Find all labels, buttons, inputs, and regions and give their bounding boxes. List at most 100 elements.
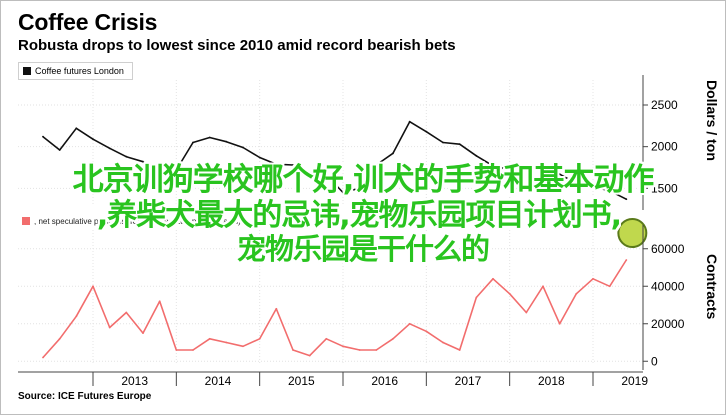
overlay-text-line1: 北京训狗学校哪个好,训犬的手势和基本动作 <box>72 162 655 198</box>
xtick-label: 2017 <box>455 374 482 388</box>
point-positions <box>325 337 328 340</box>
ytick-label-price: 1500 <box>651 181 678 195</box>
ytick-label-positions: 20000 <box>651 317 685 331</box>
point-price <box>58 149 61 151</box>
legend-bottom: , net speculative positions, ICE Futures… <box>18 213 247 229</box>
point-price <box>125 155 128 158</box>
ytick-label-price: 2500 <box>651 98 678 112</box>
point-price <box>342 191 344 194</box>
xtick-label: 2016 <box>371 374 398 388</box>
point-price <box>592 185 594 188</box>
ytick-label-positions: 0 <box>651 354 658 368</box>
point-positions <box>475 296 478 299</box>
point-price <box>225 140 228 143</box>
point-price <box>325 174 328 176</box>
legend-swatch-positions <box>22 217 30 225</box>
point-positions <box>142 332 144 335</box>
point-price <box>625 198 628 201</box>
point-price <box>408 120 411 123</box>
point-price <box>242 146 244 149</box>
point-price <box>208 136 211 139</box>
point-price <box>142 160 144 163</box>
point-price <box>192 141 194 144</box>
point-price <box>258 156 261 159</box>
point-positions <box>225 341 228 344</box>
point-positions <box>175 349 178 351</box>
point-price <box>75 127 78 130</box>
xtick-label: 2018 <box>538 374 565 388</box>
legend-swatch-price <box>23 67 31 75</box>
point-positions <box>258 337 261 340</box>
point-positions <box>75 315 78 318</box>
point-price <box>108 147 111 150</box>
point-price <box>425 130 428 133</box>
point-positions <box>408 322 411 325</box>
point-positions <box>342 345 344 348</box>
point-positions <box>492 277 494 280</box>
point-price <box>358 187 361 190</box>
point-price <box>575 182 578 185</box>
point-positions <box>425 330 428 333</box>
point-positions <box>242 345 244 348</box>
point-positions <box>42 356 44 359</box>
point-positions <box>58 337 61 340</box>
point-positions <box>292 349 294 351</box>
point-price <box>508 169 511 171</box>
overlay-text-line2: ,养柴犬最大的忌讳,宠物乐园项目计划书, <box>96 198 622 233</box>
legend-label-price: Coffee futures London <box>35 66 124 76</box>
point-price <box>608 189 611 192</box>
point-price <box>475 154 478 157</box>
point-positions <box>592 277 594 280</box>
point-price <box>308 177 311 180</box>
axis-title-bottom: Contracts <box>704 254 720 320</box>
xtick-label: 2014 <box>205 374 232 388</box>
point-positions <box>392 337 394 340</box>
point-price <box>275 163 278 166</box>
point-positions <box>92 285 94 288</box>
point-positions <box>442 341 444 344</box>
point-positions <box>525 311 528 314</box>
point-positions <box>508 292 511 295</box>
point-price <box>525 164 528 166</box>
xtick-label: 2013 <box>121 374 148 388</box>
point-price <box>392 152 394 155</box>
point-positions <box>375 349 378 351</box>
point-positions <box>192 349 194 351</box>
point-price <box>292 164 294 166</box>
point-positions <box>458 349 461 351</box>
point-positions <box>625 259 628 261</box>
point-price <box>558 173 561 176</box>
point-positions <box>575 292 578 295</box>
point-positions <box>308 354 311 357</box>
chart-subtitle: Robusta drops to lowest since 2010 amid … <box>18 37 456 54</box>
point-positions <box>542 285 544 288</box>
point-positions <box>358 349 361 351</box>
overlay-text-line3: 宠物乐园是干什么的 <box>236 232 490 266</box>
ytick-label-positions: 40000 <box>651 279 685 293</box>
series-line-price <box>42 120 627 200</box>
point-positions <box>208 337 211 340</box>
point-positions <box>158 300 161 303</box>
ytick-label-positions: 60000 <box>651 242 685 256</box>
xtick-label: 2015 <box>288 374 315 388</box>
point-price <box>175 169 178 171</box>
series-line-positions <box>42 259 627 359</box>
point-positions <box>608 285 611 288</box>
source-note: Source: ICE Futures Europe <box>18 391 152 402</box>
point-price <box>92 138 94 141</box>
point-price <box>542 169 544 171</box>
point-positions <box>108 326 111 329</box>
point-price <box>442 141 444 144</box>
highlight-marker <box>617 218 648 248</box>
ytick-label-price: 2000 <box>651 140 678 154</box>
point-price <box>458 143 461 146</box>
point-price <box>492 164 494 167</box>
legend-label-positions: , net speculative positions, ICE Futures… <box>34 216 241 226</box>
point-price <box>42 135 44 138</box>
axis-title-top: Dollars / ton <box>704 80 720 161</box>
chart-title: Coffee Crisis <box>18 9 158 35</box>
point-positions <box>125 311 128 314</box>
point-positions <box>275 307 278 310</box>
point-price <box>375 164 378 166</box>
